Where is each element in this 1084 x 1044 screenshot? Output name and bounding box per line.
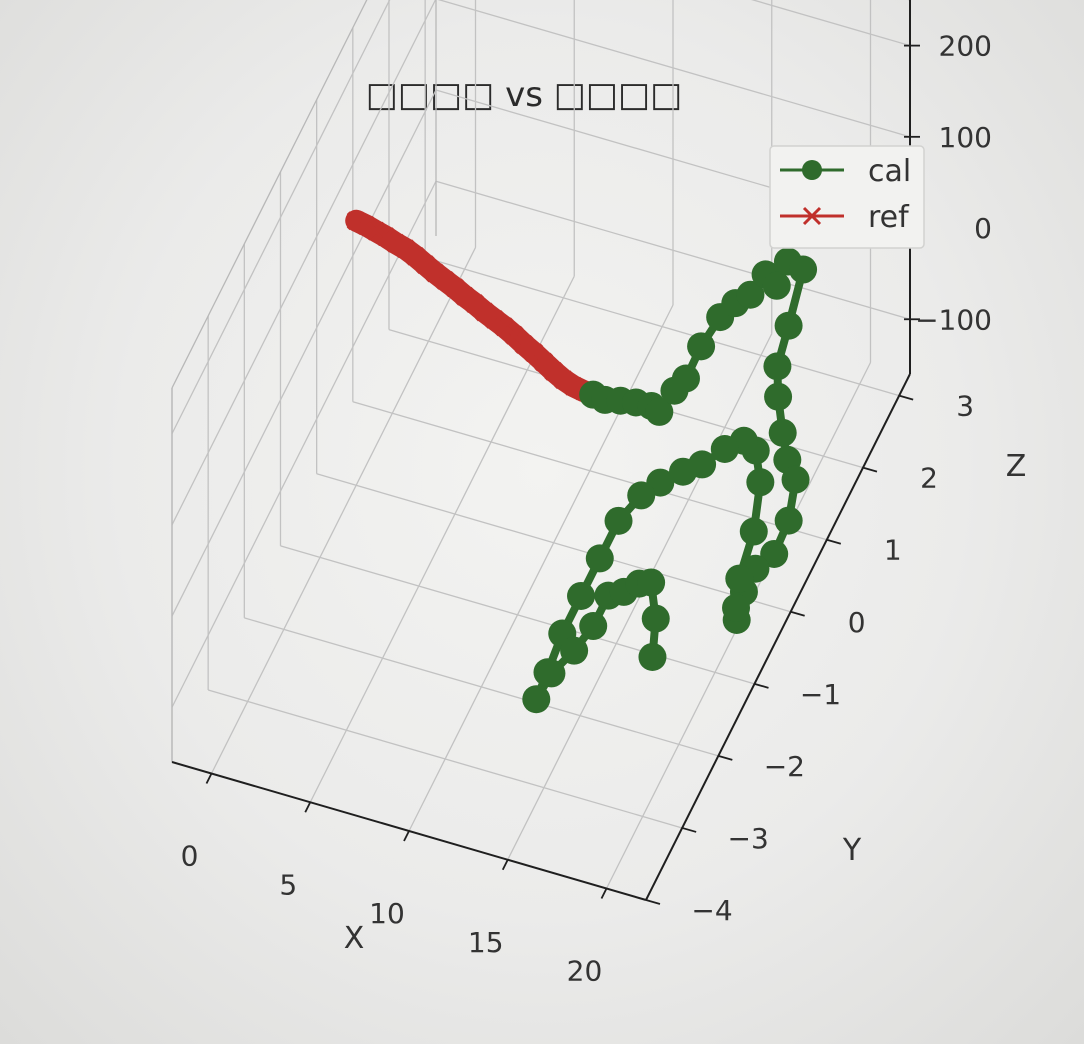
point-ref <box>554 370 573 390</box>
point-cal <box>764 382 793 411</box>
tick-labels: 0 5 10 15 20 −4 −3 −2 −1 0 1 2 3 −100 0 100 200 <box>181 30 992 988</box>
y-tick-label: −4 <box>691 894 732 927</box>
y-tick-mark <box>862 466 878 473</box>
y-tick-mark <box>898 394 914 401</box>
legend-label-cal: cal <box>868 154 911 189</box>
point-ref <box>366 221 386 241</box>
y-axis-line <box>645 373 911 901</box>
y-tick-mark <box>645 899 661 905</box>
point-cal <box>522 685 551 714</box>
left-grid-line <box>171 180 437 708</box>
y-tick-label: −3 <box>728 822 769 855</box>
y-tick-label: 3 <box>956 390 974 423</box>
x-tick-label: 5 <box>279 868 297 901</box>
y-tick-label: −2 <box>764 750 805 783</box>
point-cal <box>637 568 666 597</box>
point-cal <box>567 581 596 610</box>
x-axis-label: X <box>344 921 365 956</box>
point-cal <box>736 280 765 309</box>
left-grid-line <box>171 0 437 526</box>
x-tick-label: 20 <box>567 955 603 988</box>
z-tick-label: 200 <box>939 30 992 63</box>
chart-title: □□□□ vs □□□□ <box>366 75 682 115</box>
y-tick-mark <box>790 610 805 617</box>
legend-marker-ref <box>802 206 822 226</box>
left-grid-line <box>171 0 391 434</box>
point-cal <box>669 457 698 486</box>
point-ref <box>356 216 376 235</box>
point-cal <box>774 311 803 340</box>
point-cal <box>638 642 667 671</box>
y-tick-label: 1 <box>884 534 902 567</box>
back-grid-line <box>437 0 911 138</box>
z-tick-label: 0 <box>974 212 992 245</box>
z-tick-label: −100 <box>915 303 992 336</box>
back-grid-line <box>435 180 911 320</box>
point-ref <box>376 227 396 247</box>
legend-label-ref: ref <box>868 200 910 235</box>
floor-grid-line <box>424 256 900 397</box>
floor-grid-line <box>210 247 477 774</box>
legend: cal ref <box>769 145 925 249</box>
point-cal <box>687 332 716 361</box>
x-tick-mark <box>501 859 509 871</box>
point-cal <box>627 481 656 510</box>
x-tick-mark <box>205 773 213 784</box>
y-tick-label: 2 <box>920 462 938 495</box>
x-tick-label: 10 <box>369 897 405 930</box>
point-cal <box>710 435 739 464</box>
y-tick-mark <box>718 755 733 761</box>
point-cal <box>579 612 608 641</box>
z-axis-label: Z <box>1006 449 1027 484</box>
legend-marker-cal <box>802 160 822 180</box>
floor-grid-line <box>207 689 683 829</box>
point-cal <box>560 636 589 665</box>
point-cal <box>641 604 670 633</box>
point-cal <box>739 517 768 546</box>
x-tick-label: 15 <box>468 926 504 959</box>
z-tick-label: 100 <box>939 121 992 154</box>
point-cal <box>789 255 818 284</box>
y-tick-mark <box>754 682 769 689</box>
point-cal <box>762 271 791 300</box>
floor-grid-line <box>408 304 674 832</box>
point-ref <box>346 211 366 231</box>
back-grid-line <box>751 0 911 47</box>
point-cal <box>645 397 674 426</box>
point-cal <box>746 468 775 497</box>
x-tick-mark <box>403 830 410 842</box>
point-cal <box>671 364 700 393</box>
point-ref <box>563 376 583 396</box>
series-cal <box>522 247 818 714</box>
series <box>345 209 818 714</box>
x-tick-label: 0 <box>181 840 199 873</box>
point-ref <box>386 233 406 253</box>
point-cal <box>768 418 797 447</box>
point-cal <box>763 352 792 381</box>
point-cal <box>537 659 566 688</box>
floor-grid-line <box>316 473 791 613</box>
floor-grid-line <box>244 617 719 757</box>
x-tick-mark <box>304 801 312 813</box>
y-tick-label: −1 <box>800 678 841 711</box>
floor-grid-line <box>280 545 755 685</box>
floor-grid-line <box>352 401 828 541</box>
left-grid-line <box>171 89 437 617</box>
y-axis-label: Y <box>842 833 862 868</box>
pane-edge <box>171 0 368 389</box>
point-cal <box>774 506 803 535</box>
point-cal <box>585 544 614 573</box>
y-tick-label: 0 <box>848 606 866 639</box>
series-ref <box>345 209 605 406</box>
point-cal <box>760 539 789 568</box>
point-cal <box>604 506 633 535</box>
point-cal <box>725 564 754 593</box>
y-tick-mark <box>681 827 697 833</box>
point-cal <box>722 593 751 622</box>
y-tick-mark <box>826 538 842 545</box>
x-tick-mark <box>600 888 608 899</box>
point-cal <box>781 465 810 494</box>
